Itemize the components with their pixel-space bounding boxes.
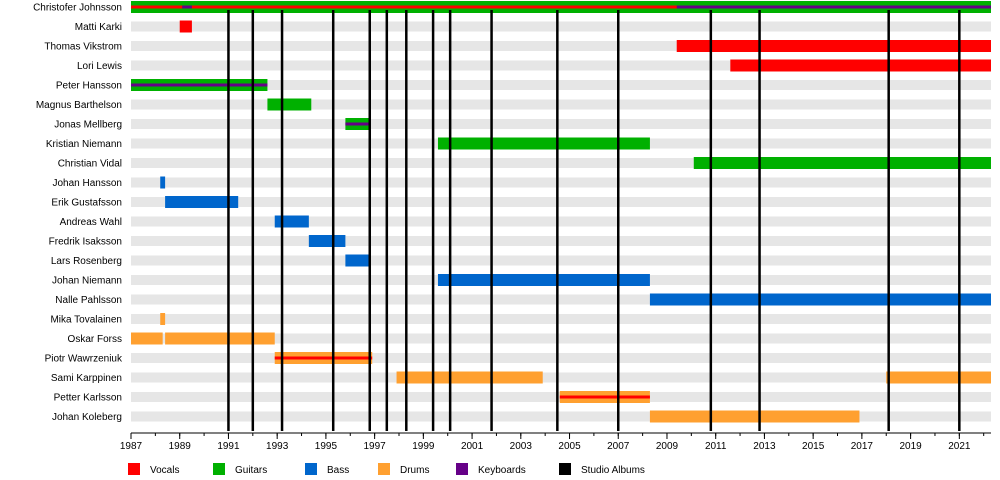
legend-swatch <box>305 463 317 475</box>
album-lines <box>227 10 961 431</box>
member-label: Mika Tovalainen <box>50 315 122 326</box>
member-bar-drums <box>886 371 991 384</box>
legend-swatch <box>378 463 390 475</box>
row-band <box>131 294 991 305</box>
x-tick-label: 2019 <box>899 441 922 452</box>
legend: Vocals Guitars Bass Drums Keyboards Studio Al… <box>128 463 645 476</box>
role-stripe-vocals <box>559 395 650 399</box>
member-label: Jonas Mellberg <box>54 120 122 131</box>
row-band <box>131 216 991 227</box>
role-stripe-vocals <box>274 356 373 360</box>
member-bar-guitars <box>693 157 991 169</box>
member-label: Matti Karki <box>75 22 122 33</box>
x-tick-label: 1993 <box>266 441 289 452</box>
member-bar-vocals <box>676 40 991 52</box>
x-tick-label: 1989 <box>169 441 192 452</box>
legend-swatch <box>559 463 571 475</box>
member-bar-bass <box>345 254 370 267</box>
member-label: Magnus Barthelson <box>36 100 122 111</box>
role-stripe-keyboards <box>345 122 370 126</box>
x-tick-label: 2009 <box>656 441 679 452</box>
member-bar-vocals <box>730 59 991 72</box>
legend-swatch <box>128 463 140 475</box>
row-band <box>131 333 991 344</box>
role-stripe-vocals <box>131 5 183 9</box>
member-label: Thomas Vikstrom <box>44 42 122 53</box>
row-band <box>131 41 991 51</box>
member-bar-drums <box>165 332 275 345</box>
member-bar-guitars <box>267 98 312 111</box>
member-label: Sami Karppinen <box>51 373 122 384</box>
row-band <box>131 255 991 266</box>
member-label: Christian Vidal <box>58 159 122 170</box>
member-bar-bass <box>165 196 239 208</box>
row-band <box>131 314 991 324</box>
member-label: Peter Hansson <box>56 81 122 92</box>
member-label: Nalle Pahlsson <box>55 295 122 306</box>
row-band <box>131 411 991 422</box>
member-bar-bass <box>308 235 346 247</box>
x-tick-label: 2017 <box>851 441 874 452</box>
row-band <box>131 21 991 32</box>
member-label: Andreas Wahl <box>60 217 122 228</box>
legend-label: Guitars <box>235 465 267 476</box>
row-band <box>131 80 991 90</box>
member-bar-drums <box>396 371 543 384</box>
member-bar-vocals <box>179 20 192 33</box>
member-labels: Christofer Johnsson Matti Karki Thomas Vik… <box>33 3 123 424</box>
row-band <box>131 158 991 168</box>
x-axis: 1987 1989 1991 1993 1995 1997 1999 2001 2003 2005… <box>120 432 991 452</box>
row-band <box>131 99 991 110</box>
x-tick-label: 1987 <box>120 441 143 452</box>
legend-label: Drums <box>400 465 429 476</box>
member-label: Johan Hansson <box>53 178 123 189</box>
legend-label: Vocals <box>150 465 179 476</box>
member-label: Petter Karlsson <box>54 393 122 404</box>
member-label: Fredrik Isaksson <box>49 237 122 248</box>
x-tick-label: 2001 <box>461 441 484 452</box>
row-band <box>131 60 991 71</box>
row-band <box>131 197 991 207</box>
member-bar-drums <box>131 332 163 345</box>
member-label: Piotr Wawrzeniuk <box>45 354 123 365</box>
member-label: Johan Niemann <box>52 276 122 287</box>
x-tick-label: 2021 <box>948 441 971 452</box>
member-label: Lars Rosenberg <box>51 256 122 267</box>
x-tick-label: 1991 <box>217 441 240 452</box>
x-tick-label: 1995 <box>315 441 338 452</box>
member-label: Kristian Niemann <box>46 139 122 150</box>
x-tick-label: 2005 <box>558 441 581 452</box>
legend-swatch <box>213 463 225 475</box>
member-bar-drums <box>649 410 860 423</box>
member-label: Erik Gustafsson <box>51 198 122 209</box>
row-band <box>131 372 991 383</box>
x-tick-label: 2003 <box>510 441 533 452</box>
x-tick-label: 2015 <box>802 441 825 452</box>
row-band <box>131 119 991 129</box>
member-bar-bass <box>160 176 166 189</box>
x-tick-label: 1999 <box>412 441 435 452</box>
role-stripe-vocals <box>191 5 677 9</box>
member-label: Christofer Johnsson <box>33 3 122 14</box>
member-label: Oskar Forss <box>68 334 122 345</box>
role-stripe-keyboards <box>131 83 268 87</box>
member-label: Lori Lewis <box>77 61 122 72</box>
legend-label: Keyboards <box>478 465 526 476</box>
row-band <box>131 353 991 363</box>
member-bar-bass <box>649 293 991 306</box>
legend-label: Studio Albums <box>581 465 645 476</box>
x-tick-label: 1997 <box>364 441 387 452</box>
x-tick-label: 2007 <box>607 441 630 452</box>
x-tick-label: 2013 <box>753 441 776 452</box>
member-label: Johan Koleberg <box>52 412 122 423</box>
row-band <box>131 236 991 246</box>
member-bar-drums <box>160 313 166 325</box>
legend-label: Bass <box>327 465 349 476</box>
member-bar-bass <box>274 215 309 228</box>
legend-swatch <box>456 463 468 475</box>
x-tick-label: 2011 <box>705 441 727 452</box>
row-band <box>131 177 991 188</box>
